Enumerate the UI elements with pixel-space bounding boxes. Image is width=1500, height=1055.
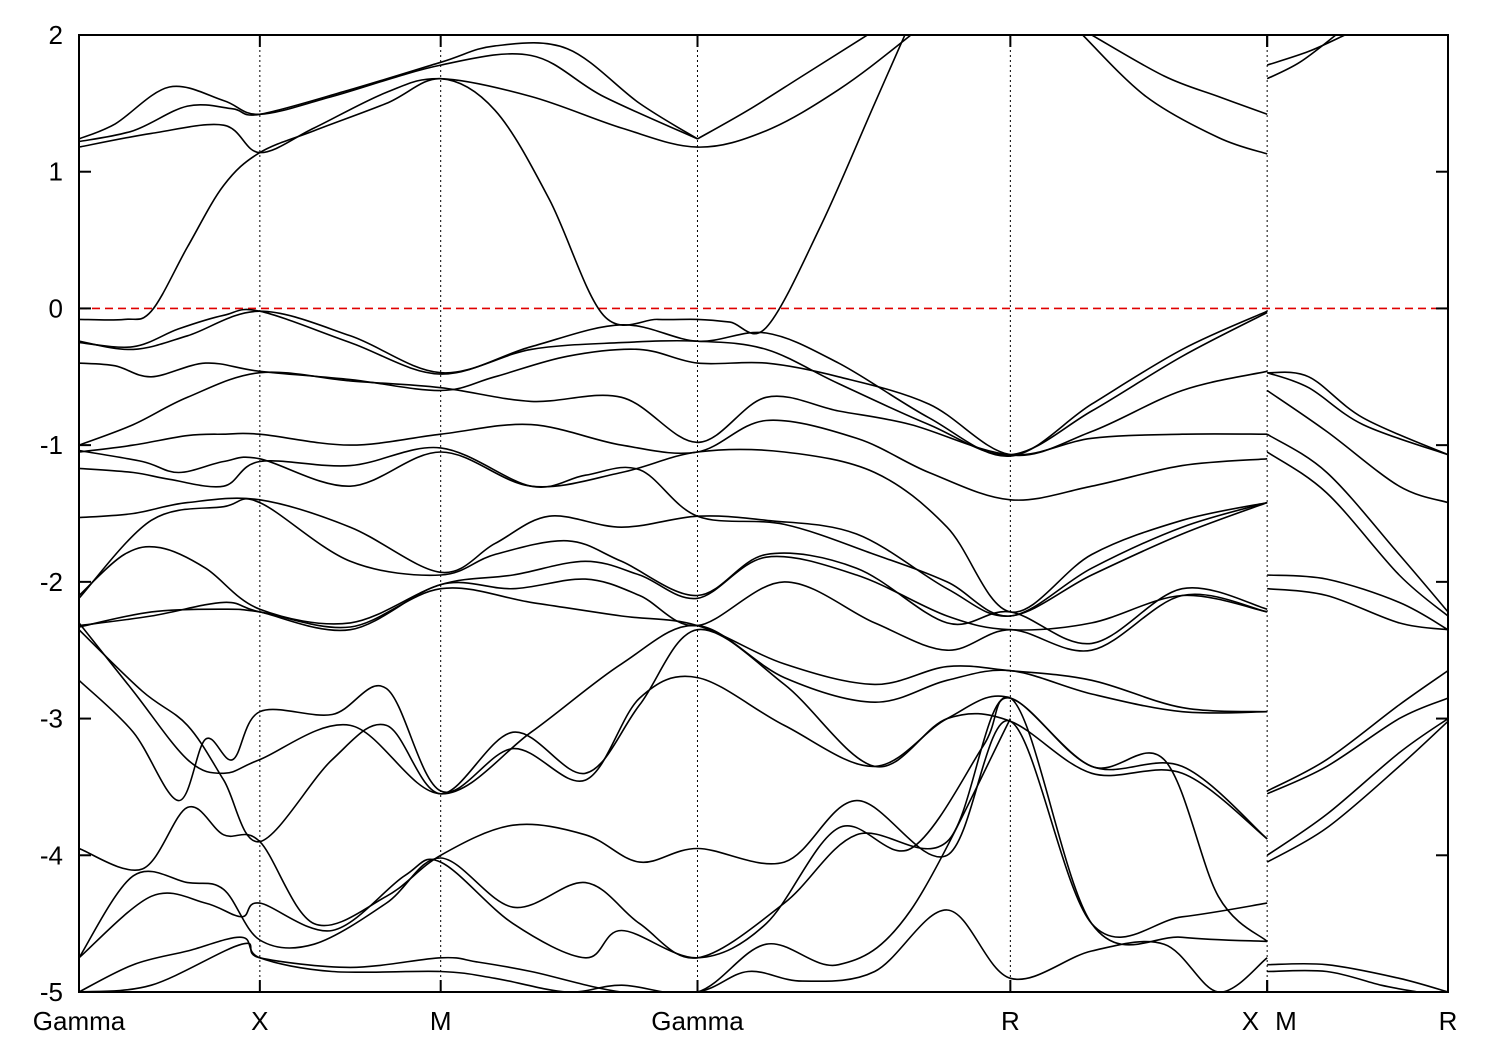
band-line <box>79 497 1268 617</box>
k-point-divider-lines <box>259 35 1268 992</box>
y-tick-label: -2 <box>40 567 63 597</box>
band-line <box>1082 35 1268 155</box>
y-tick-label: -5 <box>40 977 63 1007</box>
band-line <box>79 53 698 140</box>
y-tick-label: -4 <box>40 840 63 870</box>
x-tick-label: X <box>1242 1006 1259 1036</box>
band-line <box>1266 670 1448 792</box>
band-line <box>1267 587 1448 631</box>
x-tick-label: X <box>251 1006 268 1036</box>
x-tick-label: Gamma <box>33 1006 126 1036</box>
y-tick-label: 1 <box>49 157 63 187</box>
band-line <box>79 675 1268 840</box>
band-line <box>1266 35 1346 66</box>
band-line <box>79 545 1268 631</box>
x-tick-label: Gamma <box>651 1006 744 1036</box>
band-line <box>1267 969 1418 992</box>
band-line <box>79 371 1268 456</box>
band-line <box>79 308 1268 457</box>
band-line <box>79 310 1268 456</box>
band-line <box>79 35 906 335</box>
x-tick-label: R <box>1001 1006 1020 1036</box>
band-lines <box>79 35 1448 992</box>
band-line <box>79 42 698 143</box>
band-line <box>1266 35 1337 80</box>
band-line <box>79 446 1268 617</box>
band-line <box>79 35 913 154</box>
band-line <box>1266 717 1448 856</box>
band-line <box>1266 720 1448 863</box>
band-line <box>1267 371 1448 456</box>
plot-frame <box>78 34 1449 993</box>
band-line <box>79 448 1268 613</box>
band-line <box>697 35 869 140</box>
band-line <box>79 697 1268 959</box>
band-line <box>1091 35 1268 116</box>
x-tick-label: M <box>430 1006 452 1036</box>
band-line <box>79 718 1012 992</box>
band-line <box>79 720 1268 938</box>
y-tick-label: 2 <box>49 20 63 50</box>
y-tick-label: -3 <box>40 704 63 734</box>
band-line <box>1267 962 1448 992</box>
band-line <box>79 696 1268 959</box>
x-axis-ticks: Gamma X M Gamma R X M R <box>33 35 1458 1036</box>
band-line <box>79 419 1268 501</box>
band-line <box>1267 574 1448 631</box>
band-line <box>1266 371 1448 456</box>
band-line <box>1266 451 1448 617</box>
band-line <box>79 498 1268 645</box>
x-tick-label: R <box>1439 1006 1458 1036</box>
band-line <box>1266 697 1448 795</box>
y-axis-ticks: 2 1 0 -1 -2 -3 -4 -5 <box>40 20 1448 1007</box>
band-line <box>1266 389 1448 504</box>
band-line <box>79 587 1268 713</box>
band-line <box>79 628 1268 843</box>
x-tick-label: M <box>1275 1006 1297 1036</box>
y-tick-label: 0 <box>49 293 63 323</box>
band-line <box>79 348 1268 457</box>
y-tick-label: -1 <box>40 430 63 460</box>
band-line <box>1266 433 1448 613</box>
